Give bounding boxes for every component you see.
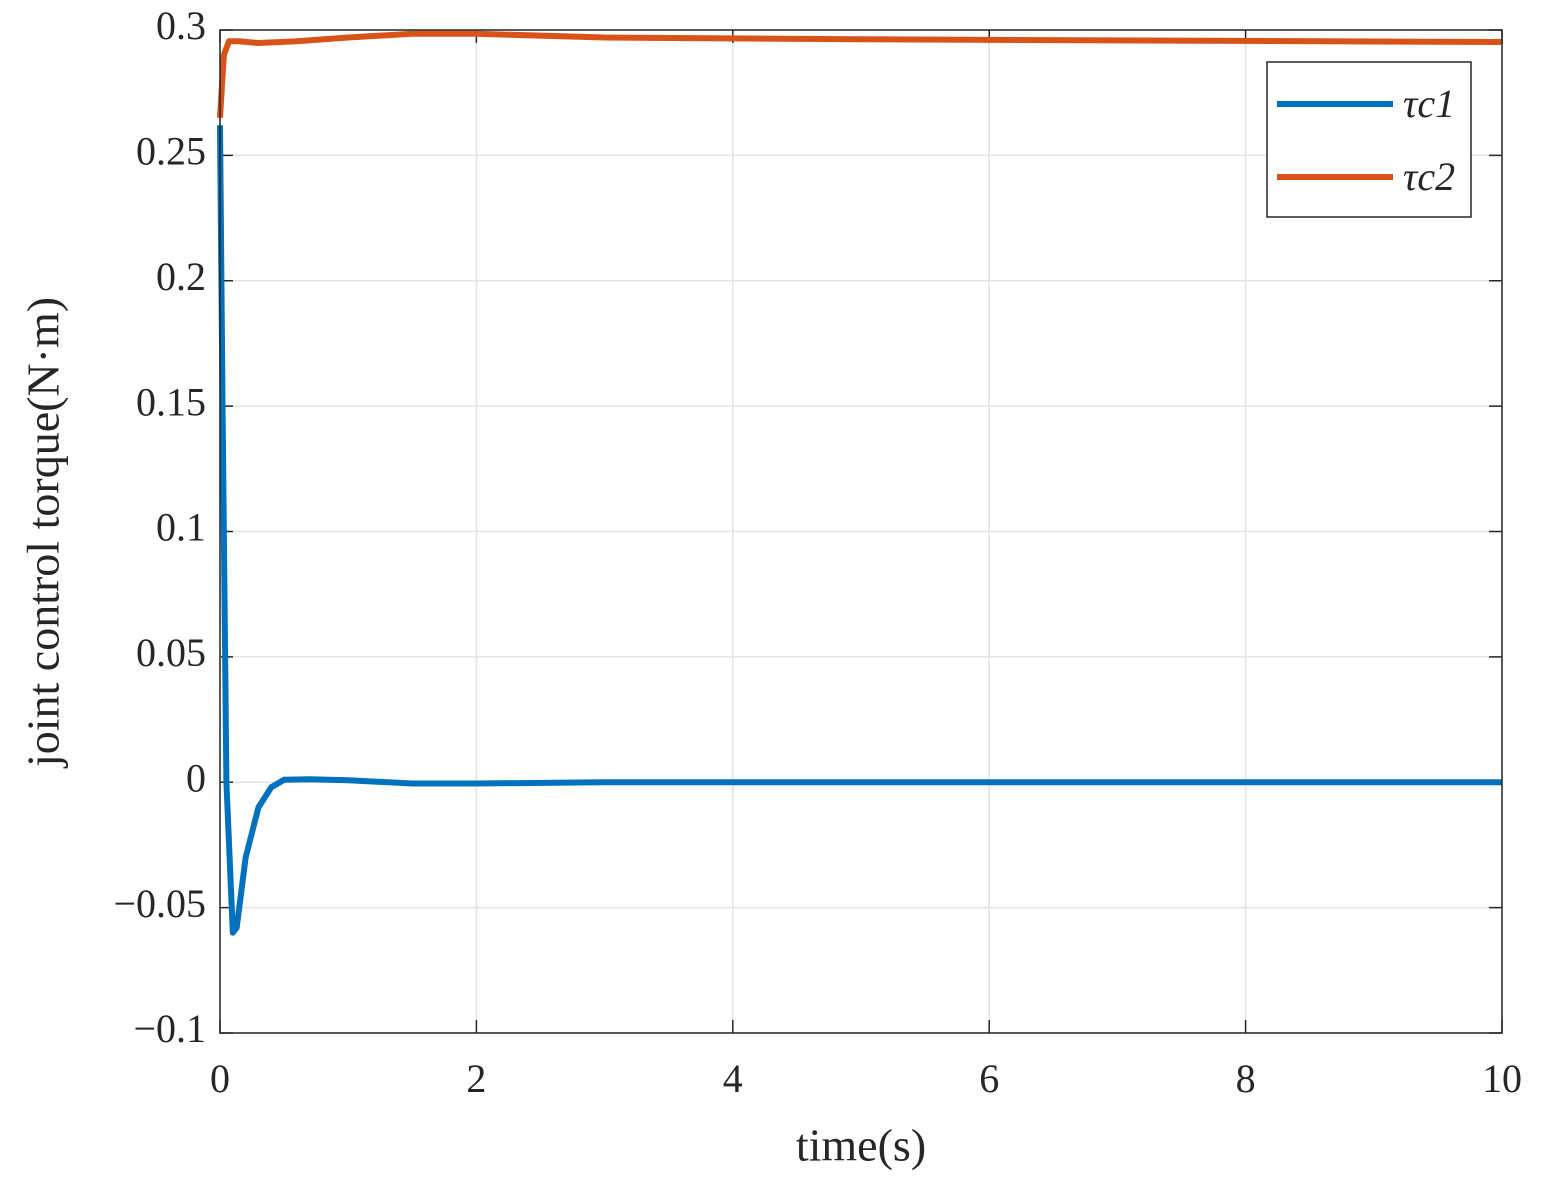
x-tick-label: 0 <box>210 1056 230 1101</box>
y-tick-label: 0.3 <box>156 3 206 48</box>
x-tick-label: 10 <box>1482 1056 1522 1101</box>
data-line <box>217 30 1503 118</box>
y-tick-label: 0.1 <box>156 505 206 550</box>
x-tick-label: 8 <box>1236 1056 1256 1101</box>
y-tick-label: 0.15 <box>136 379 206 424</box>
y-tick-label: 0.2 <box>156 254 206 299</box>
y-tick-label: 0 <box>186 755 206 800</box>
legend-label: τc2 <box>1403 154 1455 199</box>
legend-label: τc1 <box>1403 81 1455 126</box>
y-tick-label: −0.05 <box>113 881 206 926</box>
x-axis-label: time(s) <box>796 1120 926 1171</box>
x-tick-label: 2 <box>466 1056 486 1101</box>
plot-frame <box>219 29 1503 1034</box>
data-line <box>217 125 1502 936</box>
y-axis-label: joint control torque(N·m) <box>18 297 69 769</box>
x-tick-label: 6 <box>979 1056 999 1101</box>
y-tick-label: 0.05 <box>136 630 206 675</box>
y-tick-label: −0.1 <box>133 1006 206 1051</box>
x-tick-label: 4 <box>723 1056 743 1101</box>
legend-box <box>1266 61 1472 218</box>
y-tick-label: 0.25 <box>136 129 206 174</box>
